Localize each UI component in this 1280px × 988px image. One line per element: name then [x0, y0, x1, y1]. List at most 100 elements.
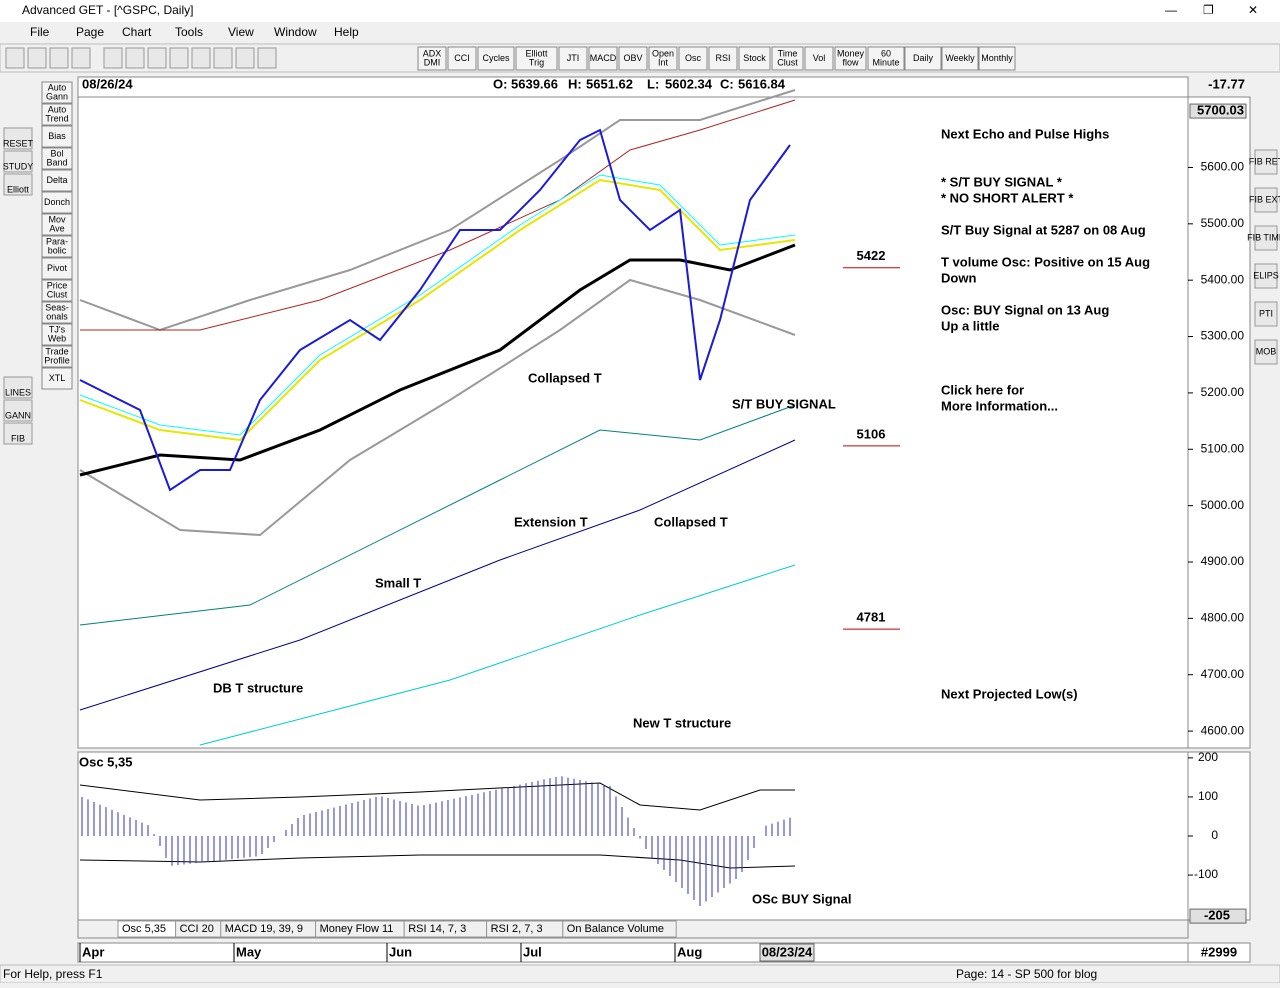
menu-item[interactable]: Chart	[122, 25, 152, 39]
study-button-label: Bol	[50, 148, 63, 158]
tool-icon[interactable]	[27, 47, 47, 69]
timeframe-button[interactable]	[867, 46, 905, 71]
info-text: T volume Osc: Positive on 15 Aug	[941, 254, 1150, 269]
osc-pane	[77, 751, 1189, 921]
left-icon[interactable]	[3, 127, 33, 150]
tool-icon[interactable]	[5, 47, 25, 69]
month-label: Apr	[82, 944, 104, 959]
quote-value: 5602.34	[665, 76, 713, 91]
study-button[interactable]	[41, 301, 73, 324]
study-button[interactable]	[41, 235, 73, 258]
menu-item[interactable]: File	[30, 25, 50, 39]
study-button-label: Ave	[49, 223, 64, 233]
y-tick-label: 4700.00	[1201, 667, 1245, 681]
toolbar-button-label: Vol	[813, 53, 826, 63]
timeframe-button-label: 60	[881, 48, 891, 58]
timeframe-button[interactable]	[941, 46, 979, 71]
indicator-tab[interactable]	[562, 920, 677, 938]
toolbar-button[interactable]	[515, 46, 558, 71]
study-button[interactable]	[41, 125, 73, 148]
left-icon-label: LINES	[5, 387, 31, 397]
tool-icon[interactable]	[125, 47, 145, 69]
toolbar-button[interactable]	[447, 46, 477, 71]
tool-icon[interactable]	[71, 47, 91, 69]
info-text[interactable]: More Information...	[941, 398, 1058, 413]
study-button[interactable]	[41, 279, 73, 302]
toolbar-button[interactable]	[477, 46, 515, 71]
close-button[interactable]: ✕	[1248, 3, 1258, 17]
toolbar-button-label: flow	[842, 57, 859, 67]
tool-icon[interactable]	[147, 47, 167, 69]
study-button[interactable]	[41, 323, 73, 346]
toolbar-button[interactable]	[738, 46, 771, 71]
timeframe-button-label: Monthly	[981, 53, 1013, 63]
tool-icon[interactable]	[49, 47, 69, 69]
restore-button[interactable]: ❐	[1203, 3, 1214, 17]
tool-icon[interactable]	[257, 47, 277, 69]
quote-value: 5651.62	[586, 76, 633, 91]
menu-item[interactable]: View	[228, 25, 254, 39]
tool-icon[interactable]	[103, 47, 123, 69]
study-button[interactable]	[41, 257, 73, 280]
level-label: 5106	[857, 426, 886, 441]
study-button[interactable]	[41, 367, 73, 390]
toolbar-button[interactable]	[708, 46, 738, 71]
study-button[interactable]	[41, 103, 73, 126]
left-icon[interactable]	[3, 376, 33, 399]
study-button[interactable]	[41, 213, 73, 236]
left-icon[interactable]	[3, 150, 33, 173]
right-icon-label: MOB	[1256, 346, 1277, 356]
right-icon[interactable]	[1254, 225, 1278, 251]
study-button[interactable]	[41, 147, 73, 170]
toolbar-button[interactable]	[648, 46, 678, 71]
study-button[interactable]	[41, 169, 73, 192]
study-button[interactable]	[41, 345, 73, 368]
menu-item[interactable]: Window	[274, 25, 317, 39]
tool-icon[interactable]	[169, 47, 189, 69]
tool-icon[interactable]	[235, 47, 255, 69]
toolbar-button[interactable]	[804, 46, 834, 71]
tool-icon[interactable]	[191, 47, 211, 69]
menu-item[interactable]: Help	[334, 25, 359, 39]
toolbar-button-label: Open	[652, 48, 674, 58]
toolbar-button[interactable]	[771, 46, 804, 71]
minimize-button[interactable]: —	[1165, 3, 1177, 17]
study-button[interactable]	[41, 191, 73, 214]
toolbar-button[interactable]	[678, 46, 708, 71]
window-title: Advanced GET - [^GSPC, Daily]	[22, 3, 193, 17]
right-icon[interactable]	[1254, 301, 1278, 327]
menu-item[interactable]: Tools	[175, 25, 203, 39]
right-icon[interactable]	[1254, 187, 1278, 213]
toolbar-button[interactable]	[588, 46, 618, 71]
left-icon[interactable]	[3, 399, 33, 422]
last-price: 5700.03	[1197, 103, 1244, 118]
timeframe-button[interactable]	[904, 46, 942, 71]
info-text: Up a little	[941, 318, 1000, 333]
study-button-label: Para-	[46, 236, 68, 246]
right-icon[interactable]	[1254, 263, 1278, 289]
timeframe-button[interactable]	[978, 46, 1016, 71]
toolbar-button[interactable]	[558, 46, 588, 71]
quote-label: O:	[493, 76, 507, 91]
study-button-label: Delta	[46, 175, 67, 185]
toolbar-button[interactable]	[417, 46, 447, 71]
left-icon[interactable]	[3, 173, 33, 196]
toolbar-button[interactable]	[618, 46, 648, 71]
study-button[interactable]	[41, 81, 73, 104]
osc-studies	[79, 776, 796, 906]
study-button-label: XTL	[49, 373, 66, 383]
osc-tick-label: 100	[1198, 789, 1218, 803]
toolbar-button[interactable]	[834, 46, 867, 71]
y-tick-label: 4900.00	[1201, 554, 1245, 568]
right-icon[interactable]	[1254, 149, 1278, 175]
chart-annotation: New T structure	[633, 715, 731, 730]
tool-icon[interactable]	[213, 47, 233, 69]
menu-item[interactable]: Page	[76, 25, 104, 39]
y-tick-label: 5500.00	[1201, 216, 1245, 230]
info-text: Next Projected Low(s)	[941, 686, 1078, 701]
left-icon[interactable]	[3, 422, 33, 445]
right-icon[interactable]	[1254, 339, 1278, 365]
info-text[interactable]: Click here for	[941, 382, 1024, 397]
month-label: Aug	[677, 944, 702, 959]
